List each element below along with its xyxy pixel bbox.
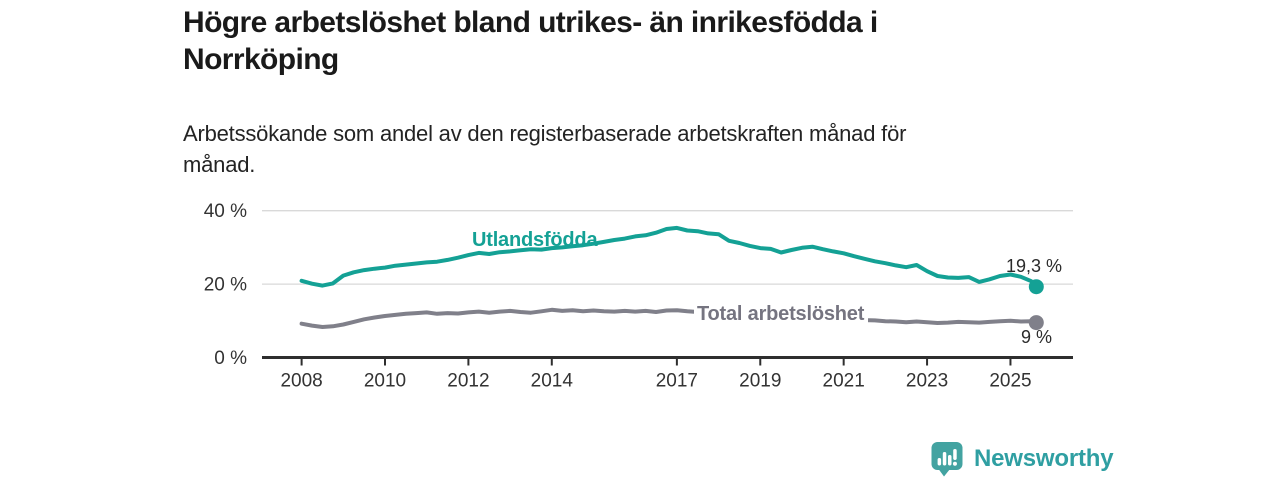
x-tick-label: 2025 [989, 371, 1031, 392]
series-line-1 [299, 307, 1039, 329]
x-tick-label: 2008 [280, 371, 322, 392]
x-tick-label: 2021 [823, 371, 865, 392]
newsworthy-logo-text: Newsworthy [974, 445, 1114, 472]
series-label-total-arbetsloshet: Total arbetslöshet [694, 303, 869, 328]
chart-title: Högre arbetslöshet bland utrikes- än inr… [183, 4, 878, 78]
end-value-label-utlandsfodda: 19,3 % [1006, 256, 1063, 276]
chart-subtitle-line2: månad. [183, 152, 256, 177]
chart-subtitle: Arbetssökande som andel av den registerb… [183, 118, 906, 180]
chart-subtitle-line1: Arbetssökande som andel av den registerb… [183, 121, 907, 146]
y-tick-label: 0 % [214, 348, 247, 369]
x-tick-label: 2023 [906, 371, 948, 392]
end-value-label-total: 9 % [1021, 327, 1053, 347]
x-tick-label: 2010 [364, 371, 406, 392]
series-line-0 [299, 225, 1039, 289]
y-tick-label: 40 % [204, 201, 247, 222]
series-label-utlandsfodda: Utlandsfödda [472, 229, 598, 251]
chart-title-line1: Högre arbetslöshet bland utrikes- än inr… [183, 6, 878, 39]
x-tick-label: 2019 [739, 371, 781, 392]
y-tick-label: 20 % [204, 275, 247, 296]
series-end-dot-0 [1028, 279, 1044, 295]
newsworthy-logo: Newsworthy [931, 441, 1114, 477]
series-end-dot-1 [1028, 315, 1044, 331]
x-tick-label: 2012 [447, 371, 489, 392]
newsworthy-logo-icon [931, 442, 963, 477]
x-tick-label: 2017 [656, 371, 698, 392]
x-tick-label: 2014 [531, 371, 574, 392]
chart-title-line2: Norrköping [183, 43, 339, 76]
